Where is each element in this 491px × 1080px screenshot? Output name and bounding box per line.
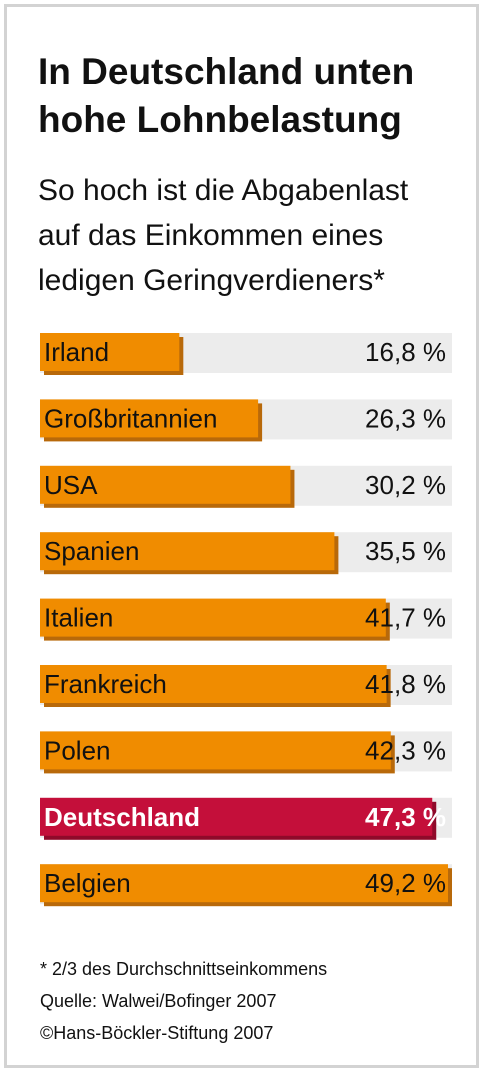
category-label-spanien: Spanien — [44, 536, 139, 566]
subtitle-line-2: auf das Einkommen eines — [38, 219, 384, 252]
bar-usa — [40, 465, 291, 504]
value-label-italien: 41,7 % — [365, 603, 446, 633]
value-label-polen: 42,3 % — [365, 735, 446, 765]
value-label-frankreich: 41,8 % — [365, 669, 446, 699]
chart-footer: * 2/3 des Durchschnittseinkommens Quelle… — [40, 953, 327, 1049]
bar-italien — [40, 598, 386, 637]
category-label-grossbritannien: Großbritannien — [44, 403, 217, 433]
value-label-usa: 30,2 % — [365, 470, 446, 500]
title-line-1: In Deutschland unten — [38, 51, 415, 92]
value-label-grossbritannien: 26,3 % — [365, 403, 446, 433]
bar-spanien — [40, 532, 335, 571]
category-label-frankreich: Frankreich — [44, 669, 167, 699]
copyright-text: ©Hans-Böckler-Stiftung 2007 — [40, 1023, 274, 1043]
category-label-deutschland: Deutschland — [44, 802, 200, 832]
source-text: Quelle: Walwei/Bofinger 2007 — [40, 991, 277, 1011]
category-label-usa: USA — [44, 470, 98, 500]
category-label-polen: Polen — [44, 735, 111, 765]
category-label-irland: Irland — [44, 337, 109, 367]
value-label-deutschland: 47,3 % — [365, 802, 446, 832]
chart-subtitle: So hoch ist die Abgabenlast auf das Eink… — [38, 168, 478, 303]
subtitle-line-1: So hoch ist die Abgabenlast — [38, 174, 409, 207]
bar-grossbritannien — [40, 399, 259, 438]
bar-irland — [40, 333, 180, 371]
bar-polen — [40, 731, 391, 770]
value-label-belgien: 49,2 % — [365, 868, 446, 898]
value-label-spanien: 35,5 % — [365, 536, 446, 566]
bar-belgien — [40, 864, 448, 903]
bar-frankreich — [40, 665, 387, 703]
chart-title: In Deutschland unten hohe Lohnbelastung — [38, 48, 468, 144]
value-label-irland: 16,8 % — [365, 337, 446, 367]
bar-deutschland — [40, 797, 433, 836]
footnote-text: * 2/3 des Durchschnittseinkommens — [40, 959, 328, 979]
subtitle-line-3: ledigen Geringverdieners* — [38, 264, 385, 297]
category-label-belgien: Belgien — [44, 868, 131, 898]
title-line-2: hohe Lohnbelastung — [38, 99, 402, 140]
category-label-italien: Italien — [44, 603, 113, 633]
